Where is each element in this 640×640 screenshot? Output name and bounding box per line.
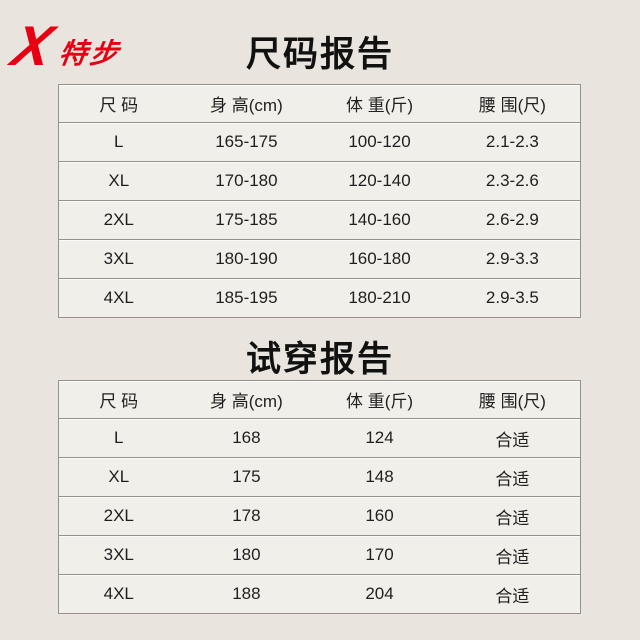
table-cell: 175-185 bbox=[179, 201, 315, 240]
table-cell: 2.1-2.3 bbox=[445, 123, 581, 162]
fitting-report-header-row: 尺 码身 高(cm) 体 重(斤) 腰 围(尺) bbox=[59, 381, 581, 419]
table-cell: 204 bbox=[314, 575, 445, 614]
table-cell: 合适 bbox=[445, 536, 581, 575]
table-cell: 2XL bbox=[59, 497, 179, 536]
table-cell: 180-190 bbox=[179, 240, 315, 279]
table-cell: 2.9-3.5 bbox=[445, 279, 581, 318]
table-cell: 175 bbox=[179, 458, 315, 497]
table-cell: 合适 bbox=[445, 575, 581, 614]
table-row: 4XL 185-195 180-210 2.9-3.5 bbox=[58, 278, 581, 318]
column-header: 尺 码 bbox=[59, 381, 179, 419]
table-cell: 170-180 bbox=[179, 162, 315, 201]
table-cell: 170 bbox=[314, 536, 445, 575]
table-cell: 4XL bbox=[59, 279, 179, 318]
table-cell: 2.3-2.6 bbox=[445, 162, 581, 201]
table-cell: 合适 bbox=[445, 497, 581, 536]
column-header: 体 重(斤) bbox=[314, 381, 445, 419]
column-header: 体 重(斤) bbox=[314, 85, 445, 123]
table-cell: 2.9-3.3 bbox=[445, 240, 581, 279]
table-cell: 124 bbox=[314, 419, 445, 458]
size-report-header-row: 尺 码身 高(cm) 体 重(斤) 腰 围(尺) bbox=[59, 85, 581, 123]
table-cell: 3XL bbox=[59, 536, 179, 575]
table-row: L 165-175 100-120 2.1-2.3 bbox=[58, 122, 581, 162]
table-row: XL 175 148 合适 bbox=[58, 457, 581, 497]
fitting-report-table: 尺 码身 高(cm) 体 重(斤) 腰 围(尺) L 168 124 合适 XL 175 148… bbox=[58, 380, 581, 614]
size-report-title: 尺码报告 bbox=[245, 35, 394, 74]
table-cell: 160 bbox=[314, 497, 445, 536]
table-cell: 2.6-2.9 bbox=[445, 201, 581, 240]
table-cell: 180-210 bbox=[314, 279, 445, 318]
table-cell: 160-180 bbox=[314, 240, 445, 279]
table-cell: 合适 bbox=[445, 458, 581, 497]
table-cell: XL bbox=[59, 458, 179, 497]
table-row: XL 170-180 120-140 2.3-2.6 bbox=[58, 161, 581, 201]
table-cell: XL bbox=[59, 162, 179, 201]
table-cell: L bbox=[59, 123, 179, 162]
table-cell: 140-160 bbox=[314, 201, 445, 240]
table-row: 2XL 175-185 140-160 2.6-2.9 bbox=[58, 200, 581, 240]
table-cell: 3XL bbox=[59, 240, 179, 279]
table-cell: 185-195 bbox=[179, 279, 315, 318]
table-row: 3XL 180-190 160-180 2.9-3.3 bbox=[58, 239, 581, 279]
table-cell: 178 bbox=[179, 497, 315, 536]
table-row: 2XL 178 160 合适 bbox=[58, 496, 581, 536]
table-cell: 2XL bbox=[59, 201, 179, 240]
table-cell: 188 bbox=[179, 575, 315, 614]
column-header: 腰 围(尺) bbox=[445, 381, 581, 419]
table-cell: 100-120 bbox=[314, 123, 445, 162]
table-cell: L bbox=[59, 419, 179, 458]
fitting-report-title: 试穿报告 bbox=[245, 340, 394, 379]
table-row: 3XL 180 170 合适 bbox=[58, 535, 581, 575]
column-header: 尺 码 bbox=[59, 85, 179, 123]
size-report-table: 尺 码身 高(cm) 体 重(斤) 腰 围(尺) L 165-175 100-120 2.… bbox=[58, 84, 581, 318]
table-cell: 180 bbox=[179, 536, 315, 575]
table-cell: 合适 bbox=[445, 419, 581, 458]
table-cell: 165-175 bbox=[179, 123, 315, 162]
column-header: 身 高(cm) bbox=[179, 85, 315, 123]
column-header: 身 高(cm) bbox=[179, 381, 315, 419]
table-cell: 120-140 bbox=[314, 162, 445, 201]
table-row: 4XL 188 204 合适 bbox=[58, 574, 581, 614]
table-cell: 168 bbox=[179, 419, 315, 458]
table-cell: 148 bbox=[314, 458, 445, 497]
column-header: 腰 围(尺) bbox=[445, 85, 581, 123]
table-cell: 4XL bbox=[59, 575, 179, 614]
table-row: L 168 124 合适 bbox=[58, 418, 581, 458]
